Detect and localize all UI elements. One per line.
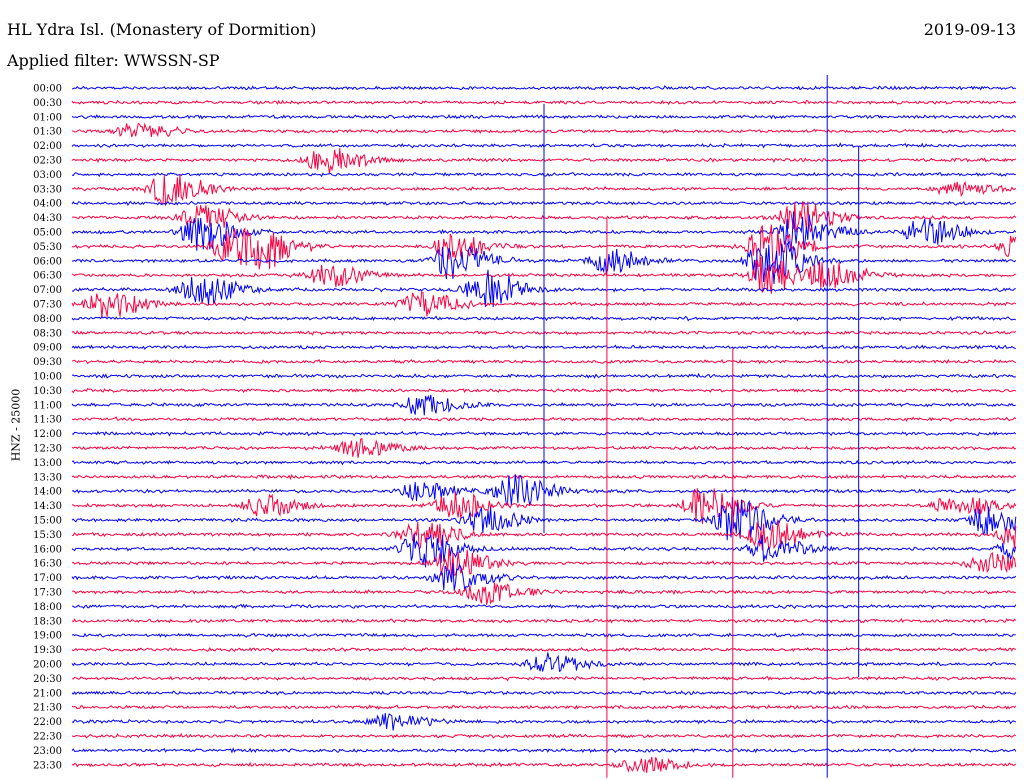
row-label-0830: 08:30 [33,328,62,339]
row-label-1900: 19:00 [33,631,62,642]
row-label-1730: 17:30 [33,588,62,599]
row-label-1800: 18:00 [33,602,62,613]
trace-row-1830 [71,618,1017,624]
trace-row-2200 [71,713,1016,731]
trace-row-0000 [71,85,1017,91]
row-label-2130: 21:30 [33,703,62,714]
row-label-2030: 20:30 [33,674,62,685]
row-label-1000: 10:00 [33,372,62,383]
trace-row-1600 [71,533,1017,568]
row-label-0930: 09:30 [33,357,62,368]
row-label-0000: 00:00 [33,84,62,95]
filter-label: Applied filter: WWSSN-SP [7,51,220,70]
row-label-0100: 01:00 [33,112,62,123]
row-label-1230: 12:30 [33,444,62,455]
row-label-2300: 23:00 [33,746,62,757]
row-label-1200: 12:00 [33,429,62,440]
trace-row-1630 [71,548,1017,578]
row-label-0030: 00:30 [33,98,62,109]
row-label-2000: 20:00 [33,660,62,671]
row-label-0200: 02:00 [33,141,62,152]
row-label-1430: 14:30 [33,501,62,512]
row-label-0430: 04:30 [33,213,62,224]
row-label-0400: 04:00 [33,199,62,210]
row-label-1330: 13:30 [33,472,62,483]
row-label-0900: 09:00 [33,343,62,354]
trace-row-1700 [71,563,1017,591]
trace-row-2230 [71,732,1017,739]
row-label-0230: 02:30 [33,156,62,167]
row-label-1700: 17:00 [33,573,62,584]
row-label-0600: 06:00 [33,256,62,267]
row-label-0300: 03:00 [33,170,62,181]
trace-row-2100 [71,689,1017,696]
trace-row-2130 [71,704,1017,711]
row-label-1030: 10:30 [33,386,62,397]
row-label-0530: 05:30 [33,242,62,253]
row-label-1300: 13:00 [33,458,62,469]
row-label-2100: 21:00 [33,688,62,699]
trace-row-2300 [71,747,1017,754]
trace-row-1900 [71,632,1016,638]
row-label-0800: 08:00 [33,314,62,325]
row-label-1130: 11:30 [33,415,62,426]
station-title: HL Ydra Isl. (Monastery of Dormition) [7,20,317,39]
row-label-0330: 03:30 [33,184,62,195]
row-label-1500: 15:00 [33,516,62,527]
date-label: 2019-09-13 [923,20,1016,39]
trace-row-2330 [71,756,1017,773]
trace-row-2030 [71,675,1016,682]
row-label-0700: 07:00 [33,285,62,296]
row-label-1630: 16:30 [33,559,62,570]
trace-row-1930 [71,646,1017,653]
trace-row-0030 [71,99,1017,106]
time-labels: 00:00 00:30 01:00 01:30 02:00 02:30 03:00 03:30… [33,84,62,772]
trace-row-1730 [71,582,1016,605]
row-label-0730: 07:30 [33,300,62,311]
row-label-1600: 16:00 [33,544,62,555]
trace-row-1800 [71,603,1017,610]
row-label-1830: 18:30 [33,616,62,627]
row-label-0630: 06:30 [33,271,62,282]
row-label-0500: 05:00 [33,228,62,239]
row-label-1100: 11:00 [33,400,62,411]
row-label-0130: 01:30 [33,127,62,138]
row-label-2200: 22:00 [33,717,62,728]
row-label-2330: 23:30 [33,760,62,771]
row-label-2230: 22:30 [33,732,62,743]
row-label-1400: 14:00 [33,487,62,498]
seismic-traces [71,75,1017,778]
row-label-1930: 19:30 [33,645,62,656]
trace-row-2000 [71,652,1017,673]
row-label-1530: 15:30 [33,530,62,541]
